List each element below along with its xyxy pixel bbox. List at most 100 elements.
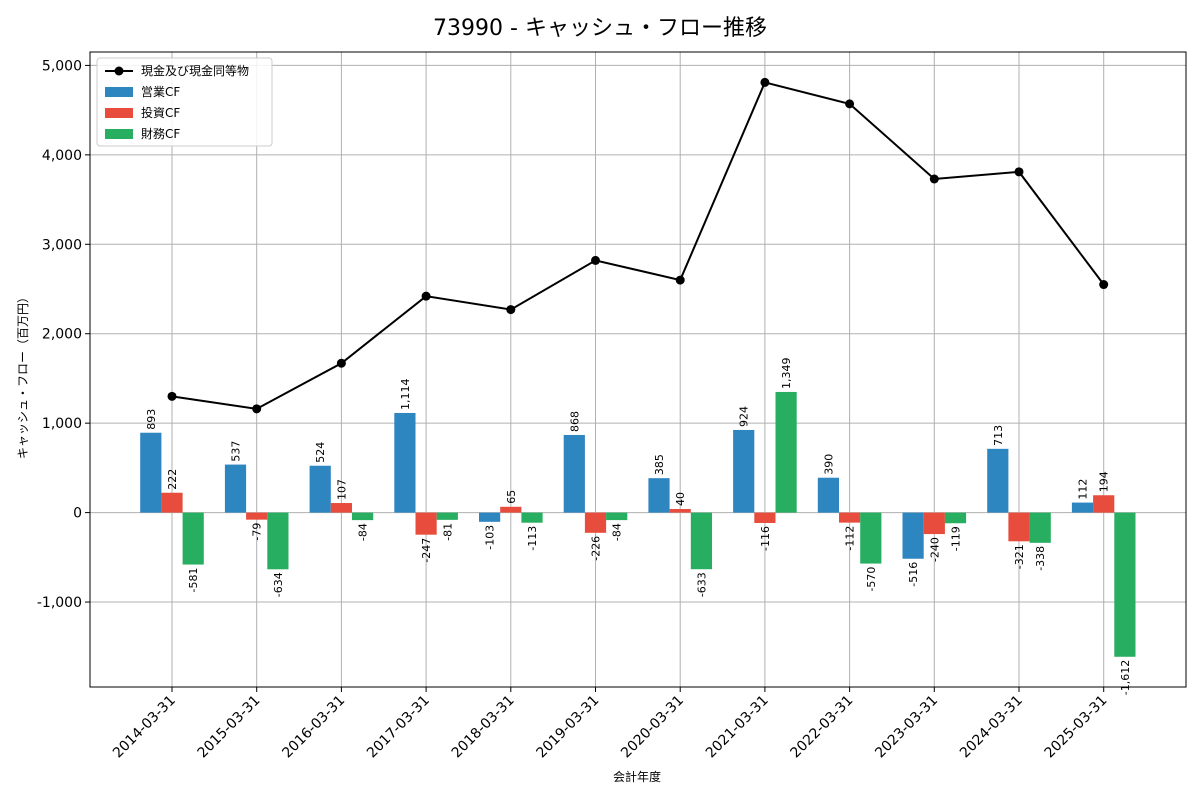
x-tick-label: 2025-03-31 — [1042, 693, 1111, 762]
bar-投資CF — [415, 512, 437, 535]
data-label: -79 — [251, 523, 264, 541]
cash-point — [845, 99, 855, 109]
data-label: 65 — [505, 490, 518, 504]
y-axis-title: キャッシュ・フロー（百万円） — [16, 291, 30, 459]
y-tick-label: 5,000 — [42, 58, 82, 74]
bar-投資CF — [923, 512, 945, 535]
legend-label: 現金及び現金同等物 — [141, 63, 249, 78]
bar-投資CF — [161, 492, 183, 513]
bar-財務CF — [352, 512, 374, 521]
data-label: -240 — [928, 537, 941, 562]
data-label: 1,349 — [780, 357, 793, 389]
x-axis-title: 会計年度 — [613, 769, 661, 784]
data-label: -113 — [526, 526, 539, 551]
data-label: 40 — [674, 492, 687, 506]
bar-財務CF — [436, 512, 458, 520]
data-label: 537 — [230, 441, 243, 462]
data-label: -1,612 — [1119, 660, 1132, 695]
x-tick-label: 2017-03-31 — [364, 693, 433, 762]
data-label: 524 — [314, 442, 327, 463]
bar-営業CF — [479, 512, 501, 522]
x-tick-label: 2016-03-31 — [279, 693, 348, 762]
data-label: 385 — [653, 454, 666, 475]
cash-point — [1014, 167, 1024, 177]
bar-財務CF — [1114, 512, 1136, 657]
line-layer — [167, 77, 1109, 414]
cash-point — [1099, 280, 1109, 290]
bar-財務CF — [1029, 512, 1051, 543]
bar-財務CF — [606, 512, 628, 521]
y-tick-label: 0 — [73, 506, 82, 522]
cash-point — [421, 291, 431, 301]
cash-point — [675, 275, 685, 285]
data-label: 194 — [1098, 471, 1111, 492]
cash-point — [591, 255, 600, 265]
data-label: -119 — [950, 526, 963, 551]
bar-投資CF — [669, 509, 691, 513]
axis-layer: -1,000 0 1,000 2,000 3,000 4,000 5,000 2014-03-… — [37, 51, 1187, 762]
cash-point — [336, 358, 346, 368]
data-label: 924 — [738, 406, 751, 427]
x-tick-label: 2024-03-31 — [957, 693, 1026, 762]
bar-財務CF — [860, 512, 882, 564]
bar-財務CF — [775, 391, 797, 513]
bar-投資CF — [1093, 495, 1115, 513]
data-label: 713 — [992, 425, 1005, 446]
x-tick-label: 2018-03-31 — [449, 693, 518, 762]
chart-title: 73990 - キャッシュ・フロー推移 — [433, 16, 767, 41]
x-tick-label: 2019-03-31 — [533, 693, 602, 762]
bar-営業CF — [140, 432, 162, 513]
bar-営業CF — [394, 412, 416, 513]
data-label: -84 — [611, 523, 624, 541]
cash-line — [171, 81, 1105, 410]
bar-営業CF — [309, 465, 331, 513]
legend-marker — [114, 66, 124, 76]
data-label: -633 — [695, 572, 708, 597]
data-label: -634 — [272, 572, 285, 597]
x-tick-label: 2021-03-31 — [703, 693, 772, 762]
cash-point — [506, 305, 516, 315]
bar-投資CF — [330, 503, 352, 513]
cash-point — [760, 77, 770, 87]
data-label: 107 — [335, 479, 348, 500]
data-label: -321 — [1013, 544, 1026, 569]
bar-営業CF — [1071, 502, 1094, 513]
bar-layer — [140, 391, 1136, 657]
bar-営業CF — [733, 429, 755, 513]
legend-box — [96, 57, 273, 147]
bar-営業CF — [987, 448, 1009, 513]
cash-point — [929, 174, 939, 184]
bar-財務CF — [521, 512, 543, 523]
bar-投資CF — [500, 506, 522, 513]
data-label: 1,114 — [399, 378, 412, 410]
data-label: -81 — [441, 523, 454, 541]
data-label: -84 — [357, 523, 370, 541]
data-label: -103 — [484, 525, 497, 550]
legend-label: 営業CF — [141, 85, 180, 99]
data-label: 222 — [166, 469, 179, 490]
data-label: -581 — [187, 568, 200, 593]
bar-営業CF — [648, 478, 670, 513]
y-tick-label: 1,000 — [42, 416, 82, 432]
data-label: 390 — [822, 454, 835, 475]
bar-財務CF — [267, 512, 289, 570]
data-label-layer: 893 537 524 1,114 -103 868 385 924 390 -516 713 112… — [145, 357, 1132, 695]
legend-label: 投資CF — [141, 105, 180, 120]
data-label: -116 — [759, 526, 772, 551]
data-label: -338 — [1034, 546, 1047, 571]
legend-bar-swatch — [105, 129, 133, 139]
bar-財務CF — [182, 512, 204, 565]
legend-bar-swatch — [105, 87, 133, 97]
bar-営業CF — [563, 434, 585, 513]
bar-営業CF — [224, 464, 247, 513]
data-label: -516 — [907, 562, 920, 587]
data-label: -570 — [865, 567, 878, 592]
data-label: 112 — [1077, 479, 1090, 500]
bar-投資CF — [1008, 512, 1030, 542]
bar-財務CF — [690, 512, 712, 570]
x-tick-label: 2023-03-31 — [872, 693, 941, 762]
bar-投資CF — [839, 512, 861, 523]
bar-営業CF — [902, 512, 924, 559]
